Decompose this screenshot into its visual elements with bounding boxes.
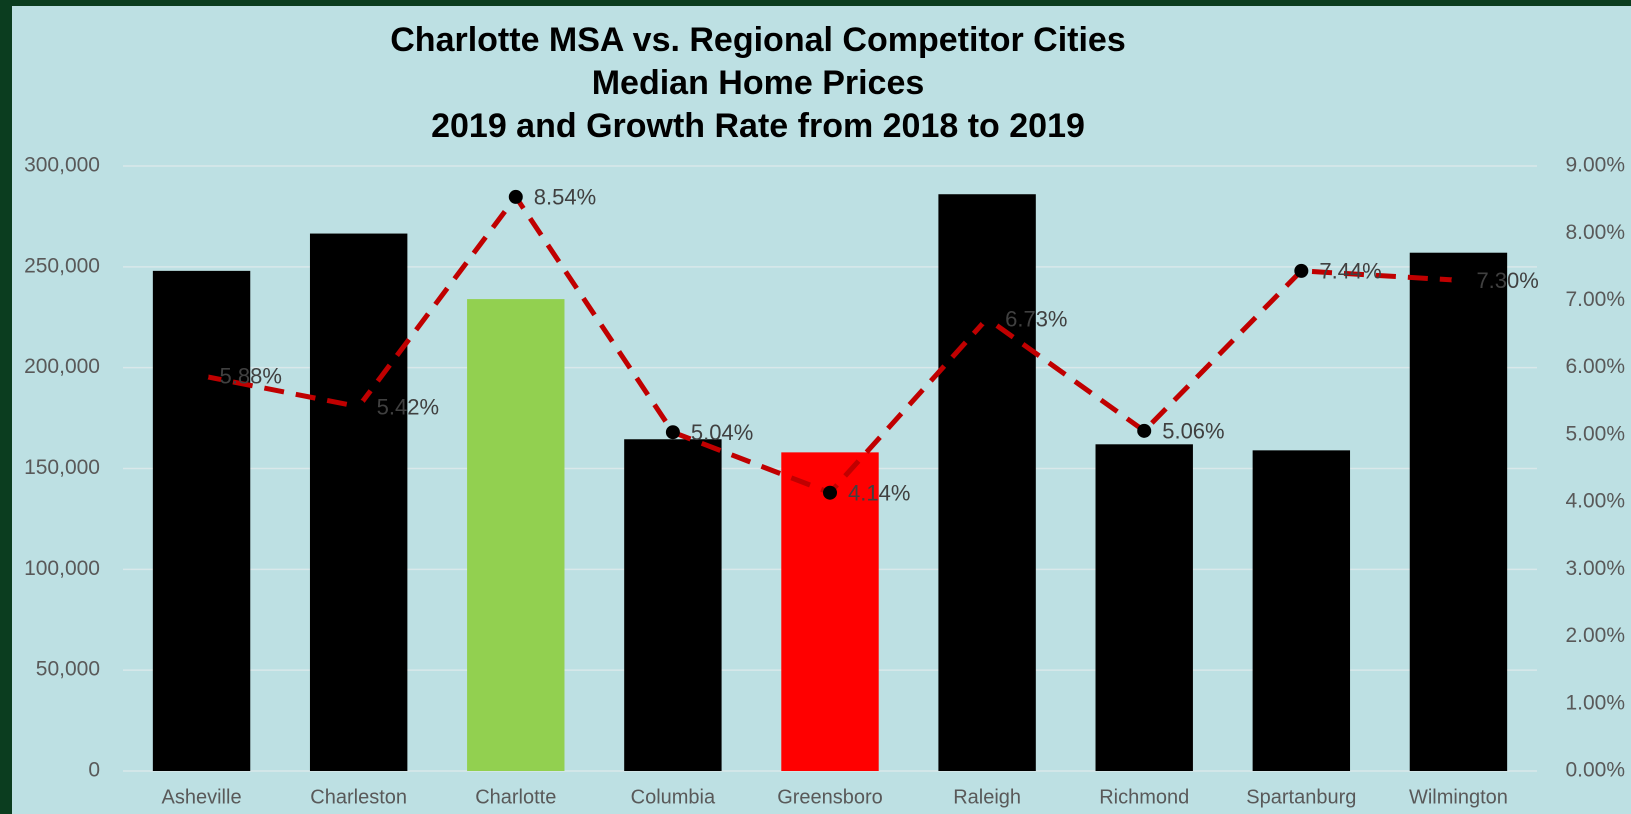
y-tick-label: 250,000: [24, 254, 100, 277]
marker: [194, 368, 209, 383]
y-tick-label: 200,000: [24, 355, 100, 378]
marker: [351, 399, 366, 414]
data-label: 7.30%: [1476, 268, 1538, 293]
chart-title: Median Home Prices: [592, 64, 925, 102]
marker: [1451, 273, 1466, 288]
chart-title: 2019 and Growth Rate from 2018 to 2019: [431, 107, 1085, 145]
marker: [980, 311, 995, 326]
marker: [508, 189, 523, 204]
marker: [823, 485, 837, 500]
marker: [1294, 263, 1309, 278]
y2-tick-label: 3.00%: [1565, 557, 1625, 580]
x-tick-label: Charlotte: [475, 786, 556, 808]
data-label: 5.88%: [220, 364, 282, 389]
data-label: 5.04%: [691, 420, 753, 445]
bar: [1095, 444, 1193, 771]
bar: [467, 299, 565, 771]
bar: [624, 439, 722, 771]
x-tick-label: Spartanburg: [1246, 786, 1356, 808]
y2-tick-label: 8.00%: [1565, 221, 1625, 244]
data-label: 5.42%: [377, 394, 439, 419]
data-label: 5.06%: [1162, 419, 1224, 444]
data-label: 4.14%: [848, 481, 910, 506]
y-tick-label: 300,000: [24, 154, 100, 177]
y-tick-label: 150,000: [24, 456, 100, 479]
x-tick-label: Columbia: [631, 786, 716, 808]
y-tick-label: 0: [88, 759, 100, 782]
data-label: 7.44%: [1319, 259, 1381, 284]
bar: [309, 233, 408, 771]
bar: [781, 452, 879, 771]
y-tick-label: 100,000: [24, 557, 100, 580]
y2-tick-label: 7.00%: [1565, 288, 1625, 311]
y2-tick-label: 5.00%: [1565, 422, 1625, 445]
data-label: 8.54%: [534, 185, 596, 210]
marker: [665, 425, 680, 440]
y2-tick-label: 9.00%: [1565, 154, 1625, 177]
y2-tick-label: 6.00%: [1565, 355, 1625, 378]
marker: [1137, 423, 1152, 438]
y2-tick-label: 2.00%: [1565, 624, 1625, 647]
y2-tick-label: 1.00%: [1565, 691, 1625, 714]
x-tick-label: Asheville: [162, 786, 242, 808]
bar: [938, 194, 1036, 771]
x-tick-label: Charleston: [310, 786, 407, 808]
y2-tick-label: 0.00%: [1565, 759, 1625, 782]
data-label: 6.73%: [1005, 306, 1067, 331]
bar: [152, 270, 251, 771]
x-tick-label: Raleigh: [953, 786, 1021, 808]
x-tick-label: Richmond: [1099, 786, 1189, 808]
bar: [1252, 450, 1351, 771]
x-tick-label: Wilmington: [1409, 786, 1508, 808]
y-tick-label: 50,000: [36, 658, 100, 681]
y2-tick-label: 4.00%: [1565, 490, 1625, 513]
chart-title: Charlotte MSA vs. Regional Competitor Ci…: [390, 21, 1126, 59]
bar: [1409, 252, 1508, 771]
x-tick-label: Greensboro: [777, 786, 883, 808]
